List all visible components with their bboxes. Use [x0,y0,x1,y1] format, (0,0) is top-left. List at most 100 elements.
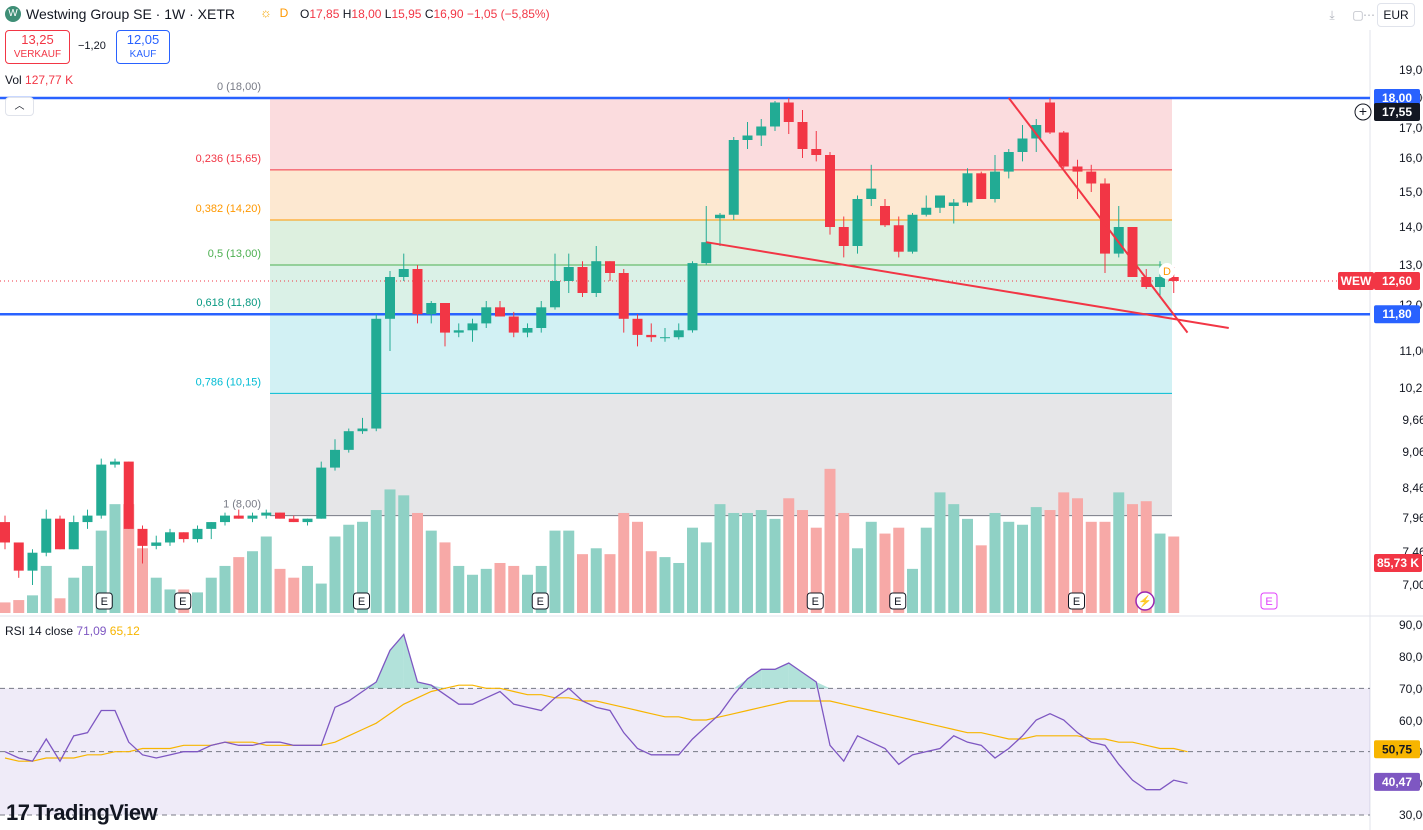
fib-level-label: 0,382 (14,20) [196,203,261,215]
earnings-marker [95,592,113,610]
fullscreen-icon[interactable]: ▢ [1352,8,1364,22]
candle-body [165,532,175,543]
volume-bar [164,589,176,613]
candle-body [880,206,890,226]
volume-bar [233,557,245,613]
future-earnings-marker [1260,592,1278,610]
price-axis-tick: 9,06 [1402,445,1423,459]
fib-zone [270,98,1172,170]
volume-bar [962,518,973,613]
earnings-marker [806,592,824,610]
volume-last-label-bg [1374,554,1422,572]
fib-level-label: 0,786 (10,15) [196,376,261,388]
volume-bar [68,577,80,613]
symbol-tag: WEW [1341,274,1372,288]
volume-bar [879,533,891,613]
volume-bar [687,527,698,613]
sell-button[interactable]: 13,25 VERKAUF [5,30,70,64]
last-price-label: 12,60 [1382,274,1412,288]
symbol-logo[interactable]: W [5,6,21,22]
rsi-axis-tick: 80,00 [1399,650,1423,664]
candle-body [1155,277,1165,287]
volume-bar [1099,521,1111,613]
fib-zone [270,314,1172,394]
buy-button[interactable]: 12,05 KAUF [116,30,170,64]
level-18-label: 18,00 [1382,91,1412,105]
candle-body [96,464,107,516]
rsi-line [4,633,1188,791]
candle-body [756,126,767,136]
earnings-marker [1068,592,1085,610]
candle-body [591,261,602,293]
candle-body [1072,166,1083,172]
currency-selector[interactable]: EUR [1377,3,1415,27]
price-axis-tick: 14,00 [1399,220,1423,234]
candle-body [1141,277,1152,287]
more-icon[interactable]: ⋯ [1363,8,1375,22]
candle-body [220,515,230,523]
volume-bar [824,468,836,613]
rsi-axis-tick: 30,00 [1399,808,1423,822]
volume-bar [893,527,905,613]
volume-bar [219,565,231,613]
candle-body [866,188,877,199]
candle-body [1045,102,1055,133]
rsi-legend-name: RSI 14 close [5,624,74,638]
rsi-last-label: 40,47 [1382,775,1412,789]
rsi-ma-last-label-bg [1374,740,1420,759]
candle-body [1113,227,1124,254]
volume-bar [205,577,217,613]
dividend-badge[interactable]: D [279,6,289,20]
fib-zone [270,169,1172,220]
collapse-legend-button[interactable]: ︿ [5,97,34,116]
download-icon[interactable]: ⤓ [1329,8,1335,22]
volume-bar [123,504,135,613]
sun-icon[interactable]: ☼ [260,5,272,20]
tv-logo-icon: 17 [6,800,30,825]
rsi-overbought-fill [733,678,748,689]
volume-bar [0,602,11,613]
candle-body [660,337,670,339]
candle-body [302,518,313,523]
volume-bar [13,600,25,613]
candle-body [233,515,244,519]
volume-last-label: 85,73 K [1377,556,1419,570]
volume-bar [137,548,148,613]
future-earnings-label: E [1265,596,1272,608]
rsi-legend-ma: 65,12 [109,624,140,638]
low-key: L [384,7,392,21]
volume-bar [989,512,1001,613]
candle-body [1127,227,1138,277]
volume-bar [632,521,643,613]
volume-bar [714,504,726,613]
volume-bar [343,524,355,613]
candle-body [68,522,79,550]
last-price-label-bg [1374,272,1420,290]
volume-bar [769,518,781,613]
candle-body [55,518,65,550]
volume-bar [852,548,863,613]
symbol-title[interactable]: Westwing Group SE · 1W · XETR [26,6,236,22]
rsi-last-label-bg [1374,772,1420,791]
candle-body [536,307,547,328]
candle-body [0,522,10,543]
dividend-marker [1159,263,1175,279]
price-axis-tick: 11,00 [1399,344,1423,358]
price-axis-tick: 9,66 [1402,413,1423,427]
rsi-axis-tick: 90,00 [1399,618,1423,632]
volume-bar [508,565,520,613]
plus-icon: + [1359,103,1367,119]
volume-bar [247,551,258,613]
rsi-overbought-fill [390,634,404,689]
add-alert-button[interactable] [1354,103,1372,121]
candle-body [1168,277,1179,281]
rsi-overbought-fill [788,663,803,689]
volume-bar [467,574,478,613]
lightning-glyph: ⚡ [1138,595,1152,608]
rsi-legend-value: 71,09 [76,624,107,638]
fib-level-label: 1 (8,00) [223,499,261,511]
earnings-marker [353,592,370,610]
candle-body [440,303,450,333]
volume-bar [838,512,850,613]
